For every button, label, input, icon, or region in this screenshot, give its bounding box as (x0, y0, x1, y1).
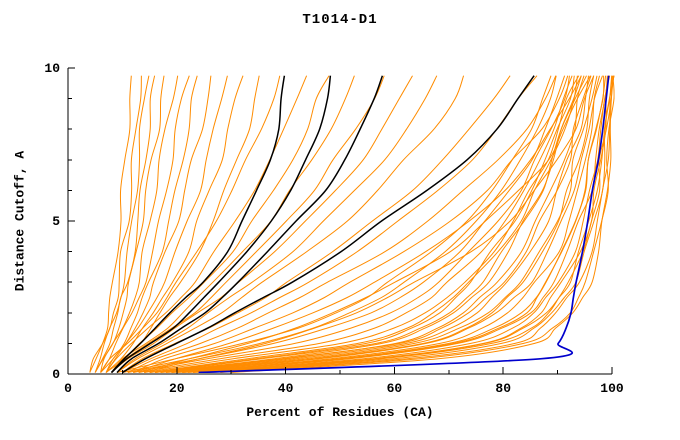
curve-orange (111, 75, 413, 373)
axes (67, 67, 613, 375)
curve-orange (182, 75, 609, 373)
curve-orange (165, 75, 589, 373)
curve-orange (182, 75, 605, 373)
curve-orange (105, 75, 308, 373)
curve-orange (187, 75, 611, 373)
curve-black (110, 75, 332, 373)
curve-orange (171, 75, 603, 373)
curve-orange (133, 75, 570, 373)
curve-orange (100, 75, 190, 373)
curve-orange (116, 75, 552, 373)
curve-orange (149, 75, 578, 373)
curve-orange (165, 75, 598, 373)
x-tick-label: 60 (387, 381, 403, 396)
x-tick-label: 80 (495, 381, 511, 396)
curve-orange (138, 75, 591, 373)
curve-orange (105, 75, 244, 373)
curve-orange (100, 75, 281, 373)
curve-orange (209, 75, 613, 373)
curve-black (122, 75, 535, 373)
curve-orange (127, 75, 566, 373)
curve-orange (138, 75, 573, 373)
y-tick-label: 10 (44, 61, 60, 76)
x-tick-label: 20 (169, 381, 185, 396)
curve-orange (133, 75, 582, 373)
chart-title: T1014-D1 (302, 12, 378, 28)
curve-orange (105, 75, 228, 373)
x-axis-label: Percent of Residues (CA) (246, 405, 434, 420)
curve-orange (193, 75, 615, 373)
curve-orange (171, 75, 595, 373)
curve-orange (149, 75, 575, 373)
curve-black (116, 75, 384, 373)
curve-black (110, 75, 286, 373)
curve-orange (94, 75, 150, 373)
curve-orange (122, 75, 538, 373)
curve-orange (100, 75, 179, 373)
curve-orange (100, 75, 198, 373)
curve-orange (176, 75, 600, 373)
curve-orange (127, 75, 557, 373)
curve-orange (111, 75, 385, 373)
curve-orange (220, 75, 615, 373)
curves (89, 75, 615, 373)
y-axis-label: Distance Cutoff, A (12, 150, 28, 292)
curve-orange (133, 75, 569, 373)
x-tick-label: 40 (278, 381, 294, 396)
curve-orange (160, 75, 592, 373)
x-tick-label: 100 (600, 381, 624, 396)
y-tick-label: 5 (52, 214, 60, 229)
curve-orange (144, 75, 580, 373)
curve-orange (116, 75, 465, 373)
curve-orange (176, 75, 607, 373)
y-tick-label: 0 (52, 367, 60, 382)
curve-orange (231, 75, 615, 373)
x-tick-label: 0 (64, 381, 72, 396)
curve-orange (94, 75, 156, 373)
curve-orange (89, 75, 142, 373)
curve-blue (198, 75, 610, 373)
curve-orange (89, 75, 132, 373)
curve-orange (198, 75, 613, 373)
curve-orange (122, 75, 557, 373)
curve-orange (111, 75, 355, 373)
curve-orange (116, 75, 438, 373)
curve-orange (154, 75, 587, 373)
curve-orange (94, 75, 165, 373)
